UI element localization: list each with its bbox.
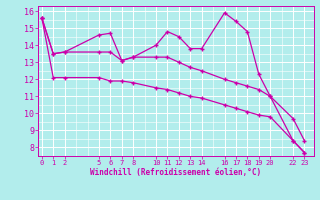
X-axis label: Windchill (Refroidissement éolien,°C): Windchill (Refroidissement éolien,°C): [91, 168, 261, 177]
